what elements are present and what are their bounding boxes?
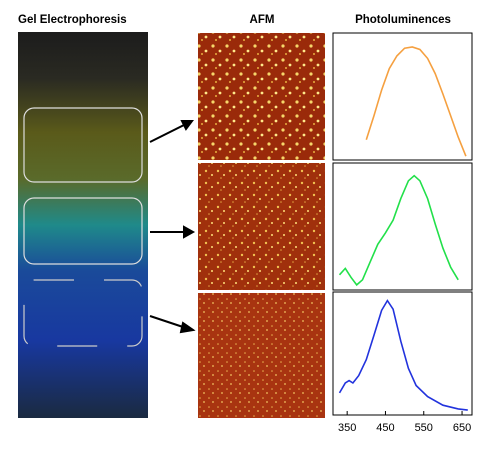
x-tick-label: 350 [338,422,356,434]
band-outline [23,107,143,183]
afm-image [198,293,325,418]
band-outline [23,197,143,265]
plot-frame [332,162,473,291]
gel-heading: Gel Electrophoresis [18,14,127,26]
band-outline [23,279,143,347]
pl-curve [338,174,459,287]
gel-image [18,32,148,418]
x-tick-label: 450 [376,422,394,434]
afm-heading: AFM [250,14,275,26]
arrows [149,120,196,334]
x-tick-label: 650 [453,422,471,434]
afm-image [198,33,325,160]
plot-frame [332,291,473,416]
plot-frame [332,32,473,161]
afm-image [198,163,325,290]
pl-heading: Photoluminences [355,14,451,26]
x-tick-label: 550 [415,422,433,434]
pl-curve [365,46,467,157]
pl-curve [338,299,468,411]
